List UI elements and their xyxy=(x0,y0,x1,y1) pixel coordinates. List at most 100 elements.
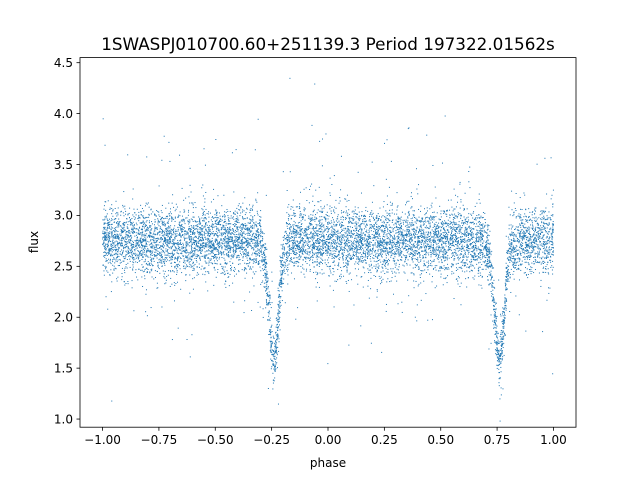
data-point xyxy=(117,251,119,253)
data-point xyxy=(234,250,236,252)
data-point xyxy=(513,248,515,250)
data-point xyxy=(260,219,262,221)
data-point xyxy=(201,245,203,247)
data-point xyxy=(166,245,168,247)
data-point xyxy=(321,225,323,227)
data-point xyxy=(112,272,114,274)
data-point xyxy=(440,266,442,268)
data-point xyxy=(183,258,185,260)
data-point xyxy=(552,214,554,216)
data-point xyxy=(233,241,235,243)
data-point xyxy=(365,215,367,217)
data-point xyxy=(493,267,495,269)
data-point xyxy=(521,248,523,250)
data-point xyxy=(498,342,500,344)
data-point xyxy=(141,233,143,235)
data-point xyxy=(340,276,342,278)
data-point xyxy=(394,256,396,258)
data-point xyxy=(214,248,216,250)
data-point xyxy=(196,228,198,230)
data-point xyxy=(442,237,444,239)
data-point xyxy=(330,247,332,249)
data-point xyxy=(185,274,187,276)
data-point xyxy=(326,252,328,254)
data-point xyxy=(315,218,317,220)
data-point xyxy=(223,232,225,234)
data-point xyxy=(387,264,389,266)
data-point xyxy=(487,279,489,281)
data-point xyxy=(192,207,194,209)
data-point xyxy=(390,231,392,233)
data-point xyxy=(128,241,130,243)
data-point xyxy=(375,228,377,230)
data-point xyxy=(395,272,397,274)
data-point xyxy=(537,253,539,255)
data-point xyxy=(267,311,269,313)
data-point xyxy=(309,260,311,262)
data-point xyxy=(479,266,481,268)
data-point xyxy=(115,257,117,259)
data-point xyxy=(149,252,151,254)
data-point xyxy=(270,307,272,309)
data-point xyxy=(337,236,339,238)
data-point xyxy=(501,345,503,347)
data-point xyxy=(150,254,152,256)
data-point xyxy=(501,353,503,355)
data-point xyxy=(537,247,539,249)
data-point xyxy=(495,324,497,326)
data-point xyxy=(498,378,500,380)
data-point xyxy=(195,249,197,251)
data-point xyxy=(461,233,463,235)
data-point xyxy=(481,287,483,289)
data-point xyxy=(533,229,535,231)
data-point xyxy=(432,216,434,218)
data-point xyxy=(529,247,531,249)
data-point xyxy=(199,219,201,221)
data-point xyxy=(266,295,268,297)
data-point xyxy=(346,262,348,264)
data-point xyxy=(144,254,146,256)
data-point xyxy=(498,382,500,384)
data-point xyxy=(354,206,356,208)
data-point xyxy=(136,244,138,246)
data-point xyxy=(528,245,530,247)
data-point xyxy=(519,244,521,246)
data-point xyxy=(368,297,370,299)
data-point xyxy=(363,228,365,230)
data-point xyxy=(479,254,481,256)
data-point xyxy=(476,232,478,234)
data-point xyxy=(281,264,283,266)
data-point xyxy=(113,258,115,260)
data-point xyxy=(257,242,259,244)
data-point xyxy=(160,237,162,239)
data-point xyxy=(300,249,302,251)
data-point xyxy=(104,244,106,246)
data-point xyxy=(316,274,318,276)
data-point xyxy=(196,224,198,226)
data-point xyxy=(185,252,187,254)
data-point xyxy=(173,239,175,241)
data-point xyxy=(491,284,493,286)
data-point xyxy=(454,240,456,242)
data-point xyxy=(300,215,302,217)
data-point xyxy=(153,257,155,259)
data-point xyxy=(455,278,457,280)
data-point xyxy=(431,281,433,283)
data-point xyxy=(334,228,336,230)
data-point xyxy=(457,257,459,259)
data-point xyxy=(549,253,551,255)
data-point xyxy=(111,208,113,210)
data-point xyxy=(178,243,180,245)
data-point xyxy=(326,265,328,267)
data-point xyxy=(229,217,231,219)
data-point xyxy=(185,280,187,282)
data-point xyxy=(337,232,339,234)
data-point xyxy=(315,252,317,254)
data-point xyxy=(384,265,386,267)
data-point xyxy=(379,244,381,246)
data-point xyxy=(498,351,500,353)
data-point xyxy=(323,272,325,274)
data-point xyxy=(528,250,530,252)
data-point xyxy=(108,238,110,240)
data-point xyxy=(306,263,308,265)
